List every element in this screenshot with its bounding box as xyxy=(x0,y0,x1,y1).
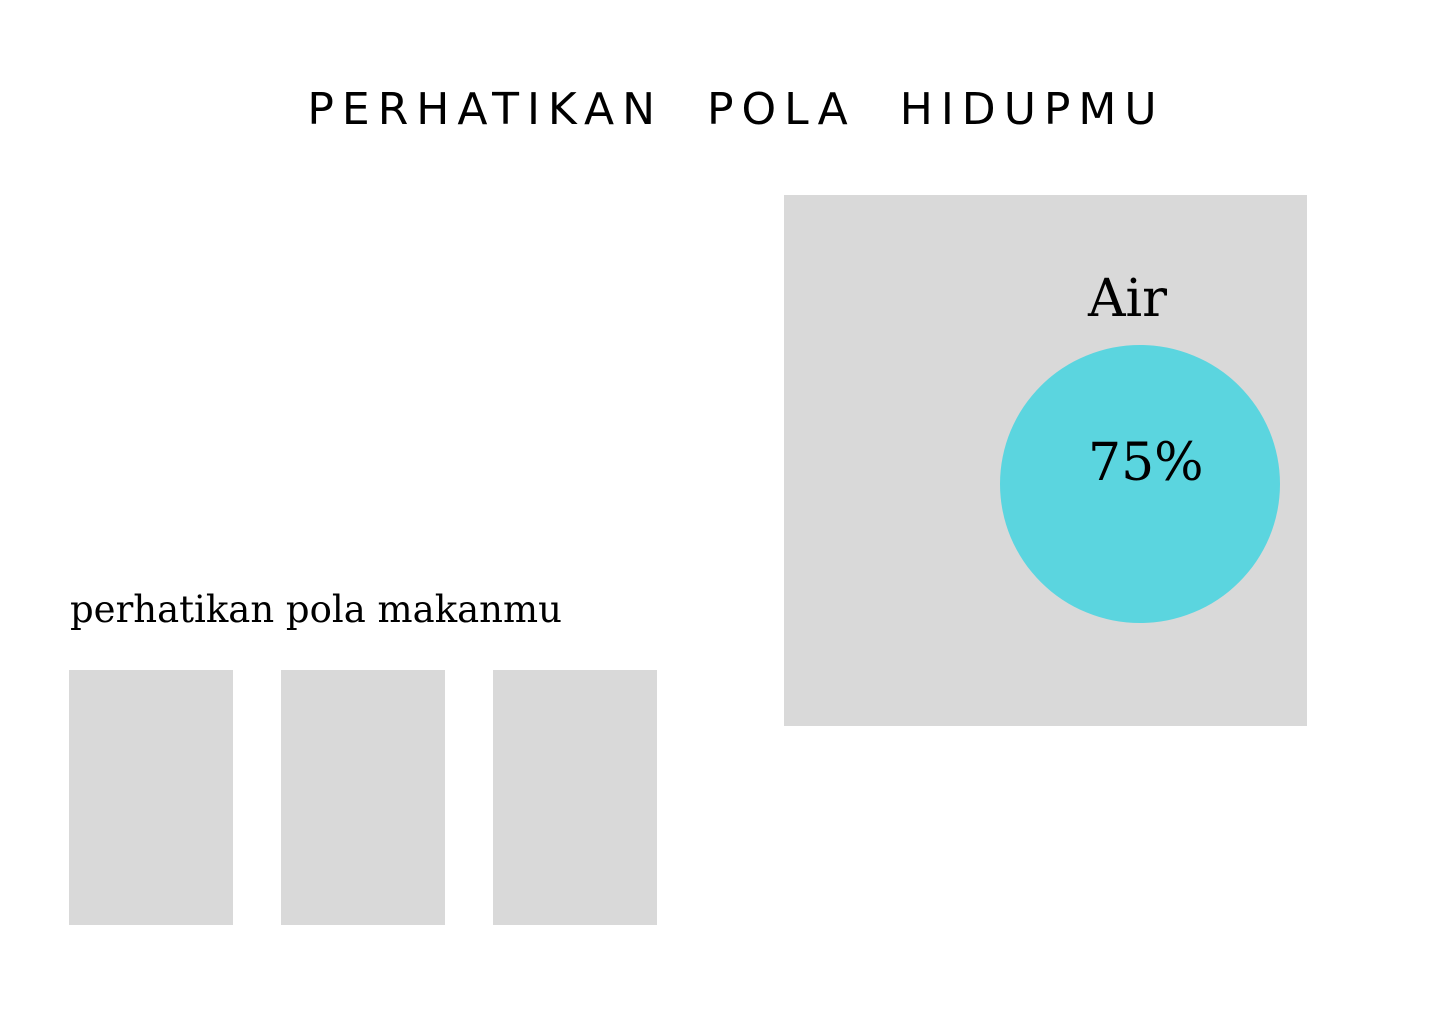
food-card-1[interactable] xyxy=(69,670,233,925)
water-gauge-circle: 75% xyxy=(1000,345,1280,623)
water-card[interactable]: Air 75% xyxy=(784,195,1307,726)
food-card-2[interactable] xyxy=(281,670,445,925)
food-section-heading: perhatikan pola makanmu xyxy=(70,588,562,631)
page-title: PERHATIKAN POLA HIDUPMU xyxy=(307,84,1165,135)
food-card-3[interactable] xyxy=(493,670,657,925)
water-percentage: 75% xyxy=(1088,433,1204,493)
water-label: Air xyxy=(1088,269,1168,329)
